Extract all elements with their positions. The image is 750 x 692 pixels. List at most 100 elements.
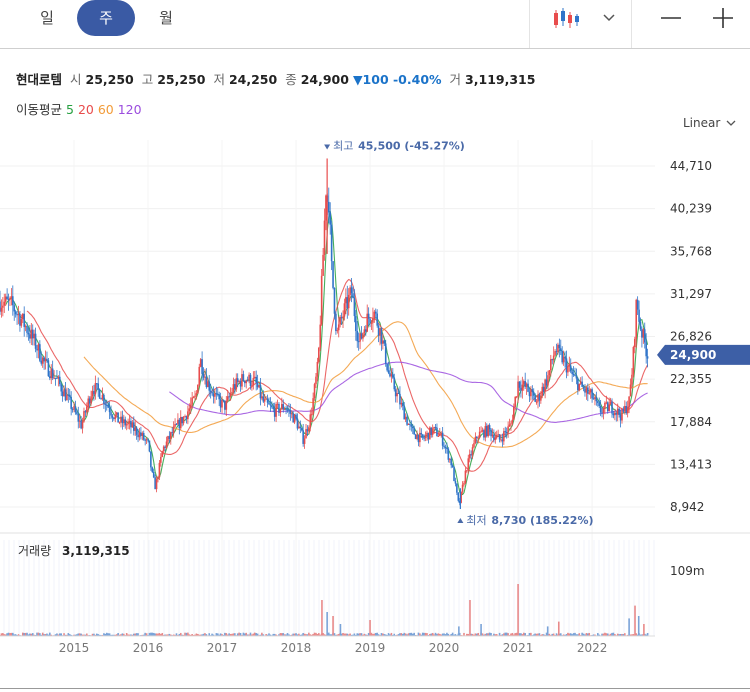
volume-bar [248,634,250,636]
volume-bar [242,632,245,636]
candle-body [410,424,413,427]
volume-bar [641,634,643,636]
volume-bar [622,634,625,636]
high-annotation: 최고 45,500 (-45.27%) [333,139,465,152]
volume-bar [552,633,555,636]
candle-body [224,400,226,410]
volume-spike [557,621,560,636]
candle-body [105,404,108,406]
zoom-out-button[interactable] [656,0,686,36]
volume-bar [396,634,398,636]
volume-bar [226,634,229,636]
candle-body [320,275,323,325]
volume-bar [142,634,145,636]
candle-body [93,391,95,395]
candle-body [525,383,528,387]
candle-body [559,348,562,351]
volume-bar [123,633,125,636]
candle-body [547,375,549,386]
chart-type-button[interactable] [548,0,584,36]
x-tick-label: 2021 [503,641,534,655]
tab-week[interactable]: 주 [77,0,135,36]
candle-body [624,405,626,412]
volume-bar [333,633,336,636]
tab-month[interactable]: 월 [159,9,173,27]
candle-body [493,434,495,440]
chevron-down-icon [726,120,736,126]
candle-body [633,338,636,348]
candle-body [64,389,67,401]
candle-body [20,319,23,326]
candle-body [537,394,539,402]
volume-bar [222,634,225,636]
moving-average-legend[interactable]: 이동평균 5 20 60 120 [16,99,142,118]
candle-body [255,376,257,383]
candle-body [318,347,320,362]
candle-body [61,391,64,397]
close-label: 종 [285,72,297,87]
candle-body [561,350,564,363]
chart-type-dropdown[interactable] [600,0,618,36]
volume-bar [438,633,441,636]
ma-20-label: 20 [77,102,94,117]
volume-bar [224,632,226,636]
volume-bar [382,633,384,636]
volume-bar [239,632,242,636]
candle-body [628,396,630,408]
candle-body [58,376,61,385]
candle-body [117,412,119,423]
candle-body [587,387,589,394]
candle-body [431,428,434,435]
candle-body [589,389,592,393]
zoom-in-button[interactable] [708,0,738,36]
volume-bar [37,632,40,636]
volume-bar [356,633,359,636]
volume-bar [636,634,639,636]
volume-bar [386,634,388,636]
candle-body [242,374,245,381]
candle-body [97,383,100,390]
volume-bar [524,633,526,636]
candle-body [148,440,151,452]
tab-day[interactable]: 일 [40,9,54,27]
volume-bar [204,633,206,636]
candle-body [397,393,400,395]
volume-bar [262,634,265,636]
candle-body [310,414,313,416]
volume-bar [621,633,623,636]
stock-name: 현대로템 [16,72,63,87]
volume-bar [91,633,94,636]
candle-body [131,422,134,428]
candle-body [142,433,145,440]
candle-body [404,416,407,420]
candle-body [477,437,480,439]
volume-bar [245,632,248,636]
candle-body [67,394,70,396]
candle-body [302,430,304,444]
candle-body [339,317,341,325]
candle-body [645,342,647,357]
volume-bar [198,634,201,636]
candle-body [174,424,176,427]
volume-bar [581,632,583,636]
candle-body [189,404,192,409]
candle-body [216,393,219,395]
volume-bar [447,633,450,636]
volume-bar [94,634,97,636]
volume-bar [64,634,67,636]
volume-bar [56,633,58,636]
candle-body [271,405,273,408]
volume-bar [181,634,183,636]
volume-bar [601,633,603,636]
candle-body [91,391,94,397]
candle-body [252,377,255,386]
candle-body [347,294,350,309]
volume-bar [288,634,290,636]
volume-bar [551,633,554,636]
volume-bar [485,633,488,636]
volume-bar [535,633,538,636]
candle-body [594,397,596,400]
candle-body [278,403,280,413]
scale-selector[interactable]: Linear [683,116,736,130]
